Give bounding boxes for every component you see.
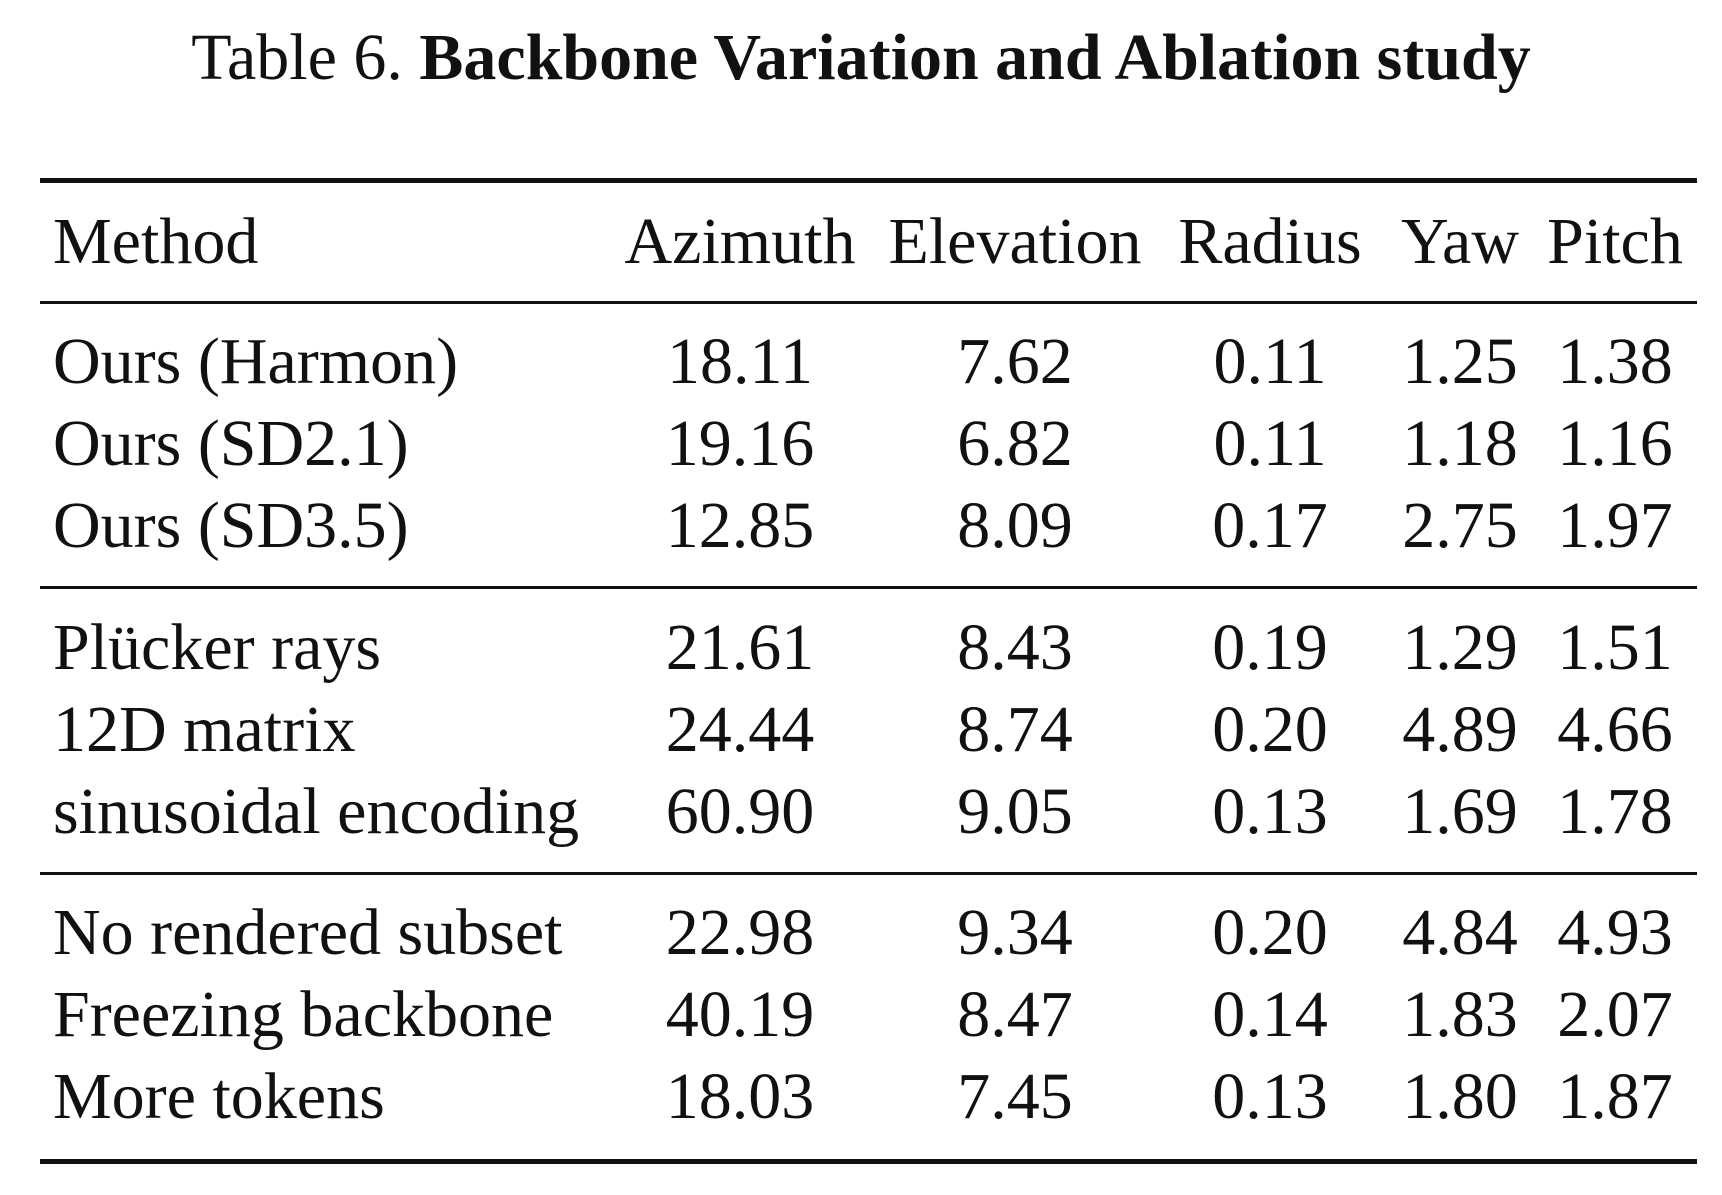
cell-method: No rendered subset [53, 896, 563, 969]
cell-elevation: 8.47 [957, 978, 1073, 1051]
header-rule [40, 301, 1697, 304]
cell-radius: 0.13 [1212, 1060, 1328, 1133]
cell-yaw: 1.83 [1402, 978, 1518, 1051]
cell-method: 12D matrix [53, 693, 356, 766]
cell-yaw: 1.18 [1402, 407, 1518, 480]
table-row: Plücker rays 21.61 8.43 0.19 1.29 1.51 [0, 608, 1722, 688]
table-row: No rendered subset 22.98 9.34 0.20 4.84 4.93 [0, 893, 1722, 973]
cell-radius: 0.14 [1212, 978, 1328, 1051]
cell-azimuth: 21.61 [665, 611, 815, 684]
cell-yaw: 4.84 [1402, 896, 1518, 969]
table-caption: Table 6. Backbone Variation and Ablation… [0, 18, 1722, 98]
cell-method: Plücker rays [53, 611, 382, 684]
header-pitch: Pitch [1547, 205, 1683, 278]
cell-yaw: 4.89 [1402, 693, 1518, 766]
cell-elevation: 8.09 [957, 489, 1073, 562]
cell-radius: 0.17 [1212, 489, 1328, 562]
cell-pitch: 2.07 [1557, 978, 1673, 1051]
table-row: 12D matrix 24.44 8.74 0.20 4.89 4.66 [0, 690, 1722, 770]
cell-method: Ours (SD3.5) [53, 489, 409, 562]
header-yaw: Yaw [1400, 205, 1519, 278]
table-row: Ours (SD2.1) 19.16 6.82 0.11 1.18 1.16 [0, 404, 1722, 484]
top-rule [40, 178, 1697, 183]
table-row: Ours (SD3.5) 12.85 8.09 0.17 2.75 1.97 [0, 486, 1722, 566]
cell-elevation: 9.05 [957, 775, 1073, 848]
cell-yaw: 1.25 [1402, 325, 1518, 398]
cell-pitch: 4.66 [1557, 693, 1673, 766]
cell-yaw: 1.80 [1402, 1060, 1518, 1133]
cell-azimuth: 22.98 [665, 896, 815, 969]
cell-pitch: 1.16 [1557, 407, 1673, 480]
cell-pitch: 1.51 [1557, 611, 1673, 684]
cell-method: More tokens [53, 1060, 385, 1133]
cell-elevation: 9.34 [957, 896, 1073, 969]
cell-radius: 0.20 [1212, 896, 1328, 969]
cell-pitch: 1.78 [1557, 775, 1673, 848]
group-rule [40, 872, 1697, 875]
cell-elevation: 7.45 [957, 1060, 1073, 1133]
cell-pitch: 1.87 [1557, 1060, 1673, 1133]
cell-elevation: 8.74 [957, 693, 1073, 766]
caption-title: Backbone Variation and Ablation study [419, 21, 1531, 94]
cell-radius: 0.11 [1213, 407, 1327, 480]
cell-radius: 0.11 [1213, 325, 1327, 398]
cell-azimuth: 18.11 [666, 325, 814, 398]
cell-elevation: 7.62 [957, 325, 1073, 398]
cell-azimuth: 12.85 [665, 489, 815, 562]
cell-yaw: 2.75 [1402, 489, 1518, 562]
cell-azimuth: 24.44 [665, 693, 815, 766]
cell-method: sinusoidal encoding [53, 775, 580, 848]
cell-pitch: 1.97 [1557, 489, 1673, 562]
table-row: Ours (Harmon) 18.11 7.62 0.11 1.25 1.38 [0, 322, 1722, 402]
table-row: More tokens 18.03 7.45 0.13 1.80 1.87 [0, 1057, 1722, 1137]
cell-azimuth: 18.03 [665, 1060, 815, 1133]
header-method: Method [53, 205, 259, 278]
header-elevation: Elevation [888, 205, 1142, 278]
cell-method: Ours (Harmon) [53, 325, 459, 398]
header-row: Method Azimuth Elevation Radius Yaw Pitc… [0, 202, 1722, 282]
cell-pitch: 1.38 [1557, 325, 1673, 398]
cell-elevation: 8.43 [957, 611, 1073, 684]
cell-azimuth: 60.90 [665, 775, 815, 848]
bottom-rule [40, 1159, 1697, 1164]
cell-radius: 0.20 [1212, 693, 1328, 766]
header-radius: Radius [1178, 205, 1362, 278]
cell-elevation: 6.82 [957, 407, 1073, 480]
cell-pitch: 4.93 [1557, 896, 1673, 969]
cell-radius: 0.19 [1212, 611, 1328, 684]
cell-yaw: 1.29 [1402, 611, 1518, 684]
header-azimuth: Azimuth [624, 205, 856, 278]
cell-radius: 0.13 [1212, 775, 1328, 848]
table-row: sinusoidal encoding 60.90 9.05 0.13 1.69 1.78 [0, 772, 1722, 852]
cell-method: Freezing backbone [53, 978, 554, 1051]
table-row: Freezing backbone 40.19 8.47 0.14 1.83 2.07 [0, 975, 1722, 1055]
cell-azimuth: 19.16 [665, 407, 815, 480]
caption-prefix: Table 6. [191, 21, 403, 94]
cell-azimuth: 40.19 [665, 978, 815, 1051]
cell-method: Ours (SD2.1) [53, 407, 409, 480]
cell-yaw: 1.69 [1402, 775, 1518, 848]
group-rule [40, 586, 1697, 589]
